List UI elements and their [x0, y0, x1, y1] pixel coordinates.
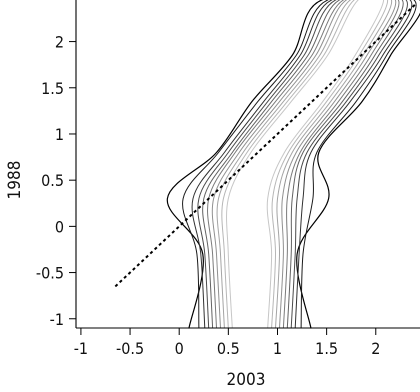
reference-line-layer: [114, 3, 416, 288]
axes: [75, 0, 420, 329]
y-tick-label: -1: [50, 310, 64, 329]
y-tick-label: 2: [55, 33, 64, 52]
x-tick-label: 1.5: [315, 339, 338, 358]
x-tick-label: 1: [273, 339, 282, 358]
reference-line: [114, 3, 416, 288]
y-tick-label: 0.5: [41, 171, 64, 190]
contour-line: [216, 0, 393, 329]
contour-line: [202, 0, 404, 329]
x-tick-label: 0.5: [217, 339, 240, 358]
contour-layer: [166, 0, 420, 329]
x-tick-label: 0: [175, 339, 184, 358]
contour-line: [182, 0, 417, 329]
contour-line: [221, 0, 389, 329]
contour-line: [166, 0, 420, 329]
contour-line: [191, 0, 413, 329]
y-tick-label: 1.5: [41, 79, 64, 98]
y-tick-label: 0: [55, 217, 64, 236]
y-tick-label: 1: [55, 125, 64, 144]
x-tick-label: -1: [74, 339, 88, 358]
y-tick-label: -0.5: [36, 264, 64, 283]
contour-line: [211, 0, 397, 329]
y-axis-title: 1988: [5, 161, 25, 200]
x-axis-title: 2003: [227, 370, 266, 390]
contour-line: [197, 0, 408, 329]
x-tick-label: 2: [371, 339, 380, 358]
contour-line: [226, 0, 385, 329]
ticks: -1 -0.5 0 0.5 1 1.5 2 -1 -0.5 0 0.5 1 1.5 2: [36, 33, 380, 358]
contour-line: [207, 0, 400, 329]
x-tick-label: -0.5: [116, 339, 144, 358]
